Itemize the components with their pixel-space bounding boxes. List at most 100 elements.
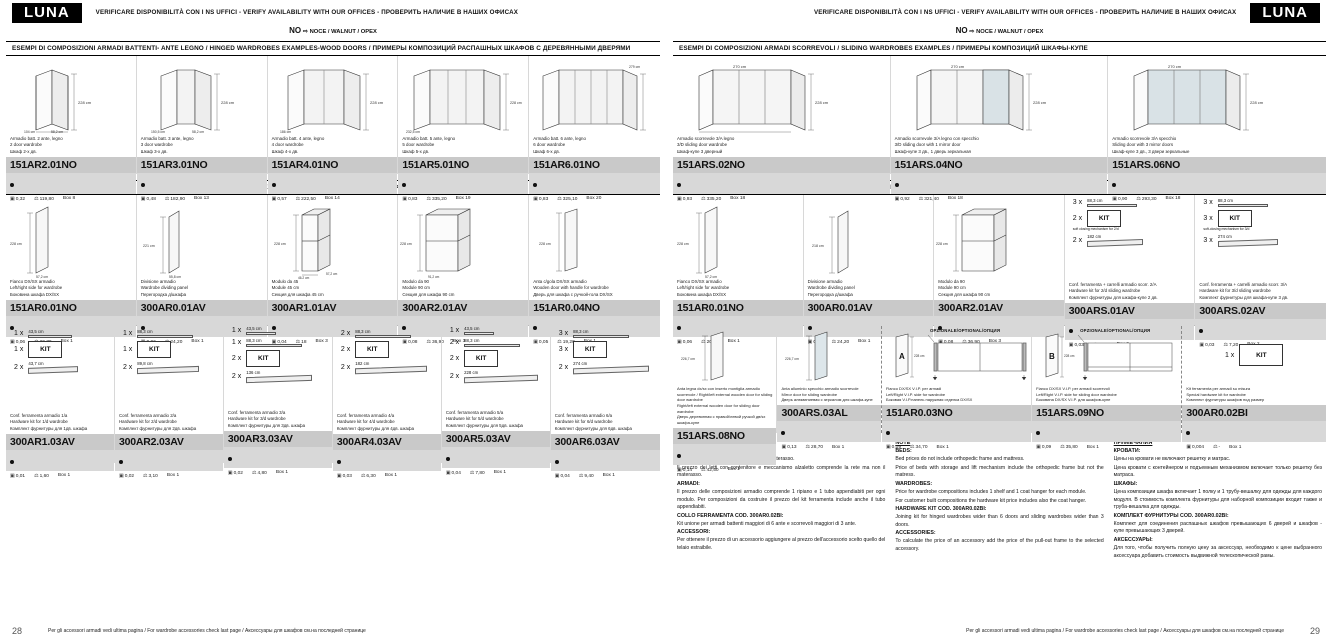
kit-cell[interactable]: 2 x 88,3 cm 2 x KIT 2 x 182 cm bbox=[332, 326, 442, 479]
module-90-drawing: 228 cm 91,2 cm bbox=[398, 195, 528, 279]
kit-item-rail: 2 x 88,3 cm bbox=[341, 329, 441, 338]
kit-qty: 3 x bbox=[558, 346, 569, 353]
svg-text:46,2 cm: 46,2 cm bbox=[298, 276, 310, 279]
product-cell[interactable]: 226,7 cm Anta alluminio specchio armadio… bbox=[777, 326, 882, 450]
product-cell[interactable]: 228 cm 46,2 cm 57,2 cm Modulo da 45 Modu… bbox=[267, 195, 399, 345]
color-dot-walnut[interactable] bbox=[1112, 182, 1117, 187]
product-cell[interactable]: 221 cm 55,8 cm Divisione armadio Wardrob… bbox=[136, 195, 268, 345]
product-cell[interactable]: 228 cm 270 cm Armadio scorrevole 3/A spe… bbox=[1108, 56, 1326, 202]
color-dot-walnut[interactable] bbox=[227, 456, 232, 461]
color-dot-walnut[interactable] bbox=[336, 459, 341, 464]
desc-en: 3 door wardrobe bbox=[140, 142, 173, 148]
kit-cell[interactable]: 1 x 43,5 cm 1 x 88,3 cm 2 x KIT 2 x bbox=[223, 326, 333, 476]
product-cell[interactable]: 228 cm Modulo da 90 Module 90 cm Секция … bbox=[934, 195, 1065, 345]
desc-en: Wardrobe dividing panel bbox=[140, 285, 188, 291]
kit-qty: 2 x bbox=[449, 339, 460, 346]
product-cell[interactable]: 228 cm 104 cm 58,2 cm Armadio batt. 2 an… bbox=[6, 56, 137, 202]
wardrobe-divider-drawing: 221 cm 55,8 cm bbox=[137, 195, 267, 279]
color-dot-walnut[interactable] bbox=[885, 431, 890, 436]
product-cell[interactable]: OPZIONALE/OPTIONAL/ОПЦИЯ A 228 cm bbox=[881, 326, 1033, 450]
weight-icon: ⚖ bbox=[805, 444, 811, 451]
color-swatch-row bbox=[777, 421, 881, 443]
product-cell[interactable]: 228 cm 57,2 cm Fianco DX/SX armadio Left… bbox=[6, 195, 137, 345]
weight-icon: ⚖ bbox=[962, 338, 967, 345]
color-dot-walnut[interactable] bbox=[445, 456, 450, 461]
color-swatch-row bbox=[673, 315, 803, 337]
svg-text:150,5 cm: 150,5 cm bbox=[151, 130, 165, 134]
weight-value: 4,80 bbox=[257, 470, 267, 476]
product-code: 300AR6.03AV bbox=[550, 433, 660, 450]
finish-arrow-icon: ⇨ bbox=[302, 29, 308, 35]
product-specs: ▣0,83 ⚖325,10 Box 20 bbox=[529, 194, 660, 205]
kit-qty: 3 x bbox=[1203, 199, 1213, 206]
box-value: Box 20 bbox=[586, 196, 602, 202]
kit-soft-close-note: soft-closing mechanism for 3/d bbox=[1203, 227, 1250, 231]
kit-qty: 2 x bbox=[449, 372, 460, 380]
product-code: 151AR0.03NO bbox=[881, 405, 1032, 422]
product-cell[interactable]: 228 cm 186 cm Armadio batt. 4 ante, legn… bbox=[267, 56, 399, 202]
color-dot-walnut[interactable] bbox=[554, 459, 559, 464]
kit-box-icon: KIT bbox=[355, 341, 390, 358]
color-dot-walnut[interactable] bbox=[10, 459, 14, 464]
color-dot-walnut[interactable] bbox=[118, 459, 123, 464]
color-dot-walnut[interactable] bbox=[677, 453, 681, 458]
kit-cell[interactable]: 3 x 88,3 cm 2 x KIT soft closing mechani… bbox=[1064, 195, 1196, 348]
kit-cell[interactable]: 1 x 88,3 cm 1 x KIT 2 x 89,8 cm bbox=[114, 326, 224, 479]
product-cell[interactable]: 228 cm 270 cm Armadio scorrevole 3/A leg… bbox=[673, 56, 891, 202]
svg-text:228 cm: 228 cm bbox=[1064, 354, 1075, 358]
color-swatch-row bbox=[673, 172, 890, 194]
kit-cell[interactable]: 1 x 43,5 cm 1 x KIT 2 x 43,7 cm bbox=[6, 326, 115, 479]
kit-cell[interactable]: 1 x 43,5 cm 2 x 88,3 cm 2 x KIT 2 x bbox=[441, 326, 551, 476]
product-cell[interactable]: 228 cm 150,5 cm 58,2 cm Armadio batt. 3 … bbox=[136, 56, 268, 202]
color-dot-walnut[interactable] bbox=[10, 325, 14, 330]
svg-text:228 cm: 228 cm bbox=[10, 242, 22, 246]
svg-text:57,2 cm: 57,2 cm bbox=[326, 272, 338, 276]
color-dot-walnut[interactable] bbox=[402, 325, 407, 330]
color-dot-walnut[interactable] bbox=[271, 325, 276, 330]
product-cell[interactable]: 226,7 cm Anta legna dx/sx con inserto mo… bbox=[673, 326, 778, 473]
desc-en: Hardware kit for 5/d wardrobe bbox=[445, 416, 504, 422]
weight-value: - bbox=[1218, 445, 1221, 451]
color-dot-walnut[interactable] bbox=[677, 182, 681, 187]
color-dot-walnut[interactable] bbox=[677, 325, 681, 330]
color-dot-walnut[interactable] bbox=[1068, 328, 1073, 333]
desc-it: Armadio batt. 5 ante, legno bbox=[402, 136, 456, 141]
notes-h-wardrobes-ru: ШКАФЫ: bbox=[1113, 480, 1138, 487]
color-dot-walnut[interactable] bbox=[533, 325, 538, 330]
color-dot-walnut[interactable] bbox=[781, 431, 786, 436]
kit-cell[interactable]: 1 x KIT Kit ferramenta per armadi su mis… bbox=[1182, 326, 1326, 450]
color-dot-walnut[interactable] bbox=[10, 182, 14, 187]
color-dot-walnut[interactable] bbox=[140, 182, 145, 187]
color-dot-walnut[interactable] bbox=[140, 325, 145, 330]
color-dot-walnut[interactable] bbox=[533, 182, 538, 187]
color-dot-walnut[interactable] bbox=[1199, 328, 1204, 333]
product-cell[interactable]: OPZIONALE/OPTIONAL/ОПЦИЯ B 228 cm bbox=[1032, 326, 1183, 450]
product-cell[interactable]: 218 cm Divisione armadio Wardrobe dividi… bbox=[803, 195, 935, 345]
color-dot-walnut[interactable] bbox=[271, 182, 276, 187]
color-dot-walnut[interactable] bbox=[807, 325, 812, 330]
product-cell[interactable]: 228 cm 57,2 cm Fianco DX/SX armadio Left… bbox=[673, 195, 804, 345]
product-specs: ▣0,04 ⚖7,80 Box 1 bbox=[442, 468, 550, 479]
kit-item-rail: 3 x 88,3 cm bbox=[1073, 198, 1195, 207]
volume-value: 0,90 bbox=[1118, 196, 1128, 202]
weight-icon: ⚖ bbox=[831, 338, 837, 345]
color-dot-walnut[interactable] bbox=[1036, 431, 1041, 436]
color-dot-walnut[interactable] bbox=[938, 325, 943, 330]
product-cell[interactable]: 228 cm 270 cm Armadio scorrevole 3/A leg… bbox=[890, 56, 1109, 202]
kit-cell[interactable]: 3 x 88,3 cm 3 x KIT 2 x 274 cm bbox=[550, 326, 660, 479]
color-dot-walnut[interactable] bbox=[402, 182, 407, 187]
weight-value: 7,80 bbox=[475, 470, 485, 476]
color-dot-walnut[interactable] bbox=[1186, 431, 1191, 436]
product-cell[interactable]: 228 cm Anta c/gola DX/SX armadio Wooden … bbox=[529, 195, 660, 345]
kit-cell[interactable]: 3 x 88,3 cm 3 x KIT soft-closing mechani… bbox=[1195, 195, 1326, 348]
color-dot-walnut[interactable] bbox=[894, 182, 899, 187]
kit-qty: 3 x bbox=[558, 330, 569, 337]
box-value: Box 14 bbox=[324, 196, 340, 202]
desc-ru: Боковина DX/SX V.I.P. для шкафов-купе bbox=[1036, 397, 1111, 403]
volume-value: 0,04 bbox=[451, 470, 461, 476]
product-cell[interactable]: 228 cm 232,5 cm Armadio batt. 5 ante, le… bbox=[398, 56, 530, 202]
product-specs: ▣0,04 ⚖9,40 Box 1 bbox=[551, 471, 660, 482]
wardrobe-3door-drawing: 228 cm 150,5 cm 58,2 cm bbox=[137, 56, 267, 134]
product-cell[interactable]: 228 cm 91,2 cm Modulo da 90 Module 90 cm… bbox=[398, 195, 530, 345]
product-cell[interactable]: 279 cm Armadio batt. 6 ante, legno 6 doo… bbox=[529, 56, 660, 202]
